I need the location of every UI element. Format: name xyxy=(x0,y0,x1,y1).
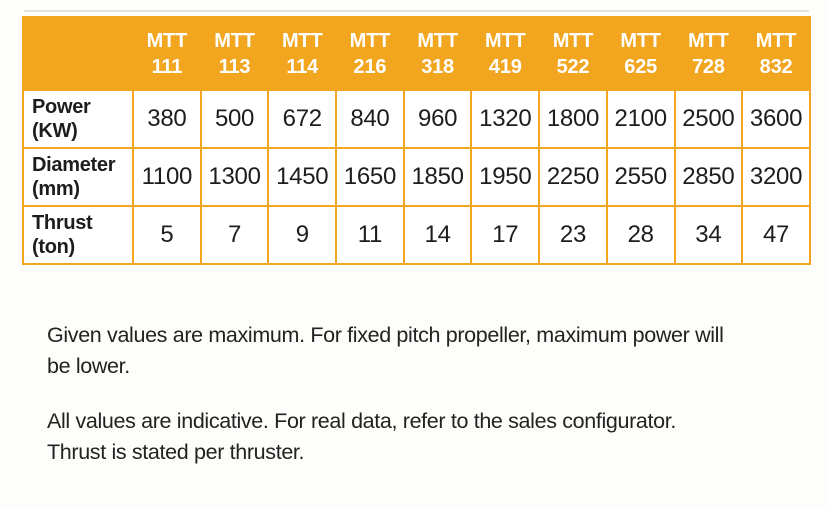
column-brand: MTT xyxy=(417,29,458,52)
top-hairline-divider xyxy=(24,10,809,12)
value-cell: 1320 xyxy=(470,89,541,149)
value-cell: 1800 xyxy=(538,89,608,149)
value-cell: 1300 xyxy=(199,147,270,207)
column-brand: MTT xyxy=(214,29,255,52)
value-cell: 7 xyxy=(199,205,270,265)
column-brand: MTT xyxy=(349,29,391,52)
column-brand: MTT xyxy=(281,29,323,52)
row-label-text: Diameter xyxy=(32,154,116,176)
value-cell: 1450 xyxy=(267,147,338,207)
column-header-mtt-111: MTT 111 xyxy=(132,16,202,91)
value-cell: 2500 xyxy=(673,89,744,149)
value-cell: 34 xyxy=(673,205,744,265)
value-cell: 47 xyxy=(741,205,811,265)
column-model: 111 xyxy=(151,55,183,78)
note-line: All values are indicative. For real data… xyxy=(47,409,676,433)
column-header-mtt-114: MTT 114 xyxy=(267,16,338,91)
row-label-thrust: Thrust (ton) xyxy=(22,205,134,265)
value-cell: 2100 xyxy=(605,89,676,149)
row-label-text: Power xyxy=(32,96,91,118)
value-cell: 1100 xyxy=(132,147,202,207)
value-cell: 17 xyxy=(470,205,541,265)
thrust-row: Thrust (ton) 5 7 9 11 14 17 23 28 34 47 xyxy=(22,205,811,265)
power-row: Power (KW) 380 500 672 840 960 1320 1800 … xyxy=(22,89,811,149)
value-cell: 9 xyxy=(267,205,338,265)
column-header-mtt-522: MTT 522 xyxy=(538,16,608,91)
note-indicative-values: All values are indicative. For real data… xyxy=(47,406,676,468)
value-cell: 3600 xyxy=(741,89,811,149)
column-header-mtt-113: MTT 113 xyxy=(199,16,270,91)
column-model: 522 xyxy=(556,55,590,78)
column-header-mtt-419: MTT 419 xyxy=(470,16,541,91)
column-model: 728 xyxy=(691,55,725,78)
value-cell: 840 xyxy=(335,89,405,149)
row-label-diameter: Diameter (mm) xyxy=(22,147,134,207)
row-label-unit: (KW) xyxy=(32,120,78,142)
value-cell: 5 xyxy=(132,205,202,265)
value-cell: 380 xyxy=(132,89,202,149)
column-model: 114 xyxy=(286,55,319,78)
value-cell: 28 xyxy=(605,205,676,265)
column-header-mtt-318: MTT 318 xyxy=(402,16,473,91)
value-cell: 2550 xyxy=(605,147,676,207)
column-header-mtt-625: MTT 625 xyxy=(605,16,676,91)
column-model: 419 xyxy=(488,55,522,78)
value-cell: 2850 xyxy=(673,147,744,207)
row-label-power: Power (KW) xyxy=(22,89,134,149)
column-brand: MTT xyxy=(755,29,797,52)
column-model: 216 xyxy=(353,55,387,78)
column-brand: MTT xyxy=(146,29,188,52)
note-line: Thrust is stated per thruster. xyxy=(47,440,305,464)
thruster-spec-table: MTT 111 MTT 113 MTT 114 MTT 216 MTT 318 MTT 41… xyxy=(22,16,811,265)
column-brand: MTT xyxy=(688,29,729,52)
note-maximum-values: Given values are maximum. For fixed pitc… xyxy=(47,320,724,382)
column-header-mtt-728: MTT 728 xyxy=(673,16,744,91)
row-label-text: Thrust xyxy=(32,212,93,234)
value-cell: 1950 xyxy=(470,147,541,207)
column-model: 318 xyxy=(421,55,454,78)
value-cell: 500 xyxy=(199,89,270,149)
column-brand: MTT xyxy=(620,29,661,52)
column-model: 113 xyxy=(218,55,251,78)
value-cell: 1850 xyxy=(402,147,473,207)
row-label-unit: (mm) xyxy=(32,178,80,200)
column-model: 625 xyxy=(624,55,658,78)
value-cell: 672 xyxy=(267,89,338,149)
row-label-unit: (ton) xyxy=(32,236,75,258)
diameter-row: Diameter (mm) 1100 1300 1450 1650 1850 19… xyxy=(22,147,811,207)
value-cell: 2250 xyxy=(538,147,608,207)
value-cell: 3200 xyxy=(741,147,811,207)
column-header-mtt-216: MTT 216 xyxy=(335,16,405,91)
note-line: be lower. xyxy=(47,354,130,378)
column-header-mtt-832: MTT 832 xyxy=(741,16,811,91)
value-cell: 1650 xyxy=(335,147,405,207)
note-line: Given values are maximum. For fixed pitc… xyxy=(47,323,724,347)
header-row: MTT 111 MTT 113 MTT 114 MTT 216 MTT 318 MTT 41… xyxy=(22,16,811,91)
value-cell: 960 xyxy=(402,89,473,149)
value-cell: 14 xyxy=(402,205,473,265)
column-model: 832 xyxy=(759,55,793,78)
column-brand: MTT xyxy=(485,29,526,52)
column-brand: MTT xyxy=(552,29,594,52)
value-cell: 11 xyxy=(335,205,405,265)
value-cell: 23 xyxy=(538,205,608,265)
corner-cell xyxy=(22,16,134,91)
